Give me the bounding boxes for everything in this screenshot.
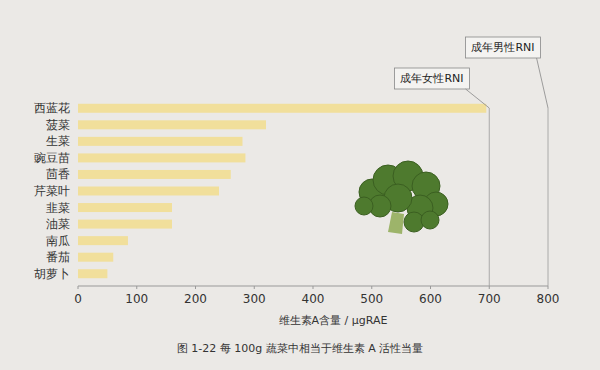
annotation-leader [466,89,490,108]
category-label: 生菜 [46,134,70,148]
category-label: 南瓜 [46,234,70,248]
tick [254,286,255,289]
tick [489,286,490,289]
bar [78,170,231,179]
tick [548,286,549,289]
tick-label: 200 [184,292,207,306]
category-label: 胡萝卜 [34,267,70,281]
tick-label: 600 [419,292,442,306]
reference-line [548,108,549,286]
category-label: 番茄 [46,250,70,264]
annotation-box [465,37,540,58]
reference-line [489,108,490,286]
category-label: 油菜 [46,217,70,231]
tick [313,286,314,289]
bar [78,120,266,129]
tick [195,286,196,289]
tick-label: 400 [302,292,325,306]
bars [78,104,486,278]
broccoli-floret [355,197,373,215]
bar [78,253,113,262]
tick-label: 0 [74,292,82,306]
caption: 图 1-22 每 100g 蔬菜中相当于维生素 A 活性当量 [177,342,423,355]
category-label: 豌豆苗 [34,151,70,165]
annotation-text: 成年男性RNI [471,41,534,54]
tick-label: 100 [125,292,148,306]
x-axis-title: 维生素A含量 / μgRAE [279,314,388,327]
tick [78,286,79,289]
bar [78,104,486,113]
bar [78,269,107,278]
tick-label: 800 [537,292,560,306]
bar [78,220,172,229]
bar [78,203,172,212]
bar [78,137,243,146]
broccoli-floret [421,211,439,229]
bar [78,236,128,245]
bar [78,153,245,162]
category-label: 茴香 [46,167,70,181]
annotation-leader [537,58,548,108]
annotation-text: 成年女性RNI [400,72,463,85]
tick [136,286,137,289]
broccoli-stem [388,212,404,234]
category-label: 西蓝花 [34,101,70,115]
category-label: 芹菜叶 [34,184,70,198]
chart: 西蓝花菠菜生菜豌豆苗茴香芹菜叶韭菜油菜南瓜番茄胡萝卜 0 100 200 300 400 5… [0,0,600,370]
tick [430,286,431,289]
tick [371,286,372,289]
tick-label: 500 [360,292,383,306]
tick-label: 300 [243,292,266,306]
tick-label: 700 [478,292,501,306]
annotation-box [394,68,469,89]
bar [78,187,219,196]
category-label: 韭菜 [46,201,70,215]
category-label: 菠菜 [46,118,70,132]
broccoli-illustration [355,161,448,234]
